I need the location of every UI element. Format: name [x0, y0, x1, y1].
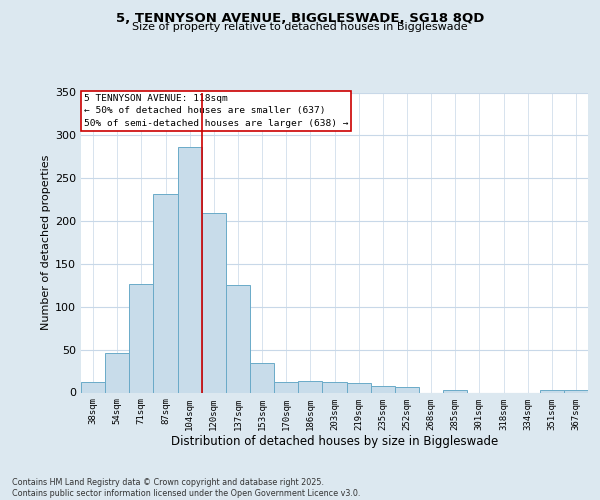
Bar	[322, 382, 347, 392]
Bar	[371, 386, 395, 392]
Bar	[81, 382, 105, 392]
Text: Contains HM Land Registry data © Crown copyright and database right 2025.
Contai: Contains HM Land Registry data © Crown c…	[12, 478, 361, 498]
Bar	[347, 383, 371, 392]
Bar	[540, 390, 564, 392]
Bar	[226, 286, 250, 393]
Y-axis label: Number of detached properties: Number of detached properties	[41, 155, 51, 330]
Bar	[105, 353, 129, 393]
Text: 5 TENNYSON AVENUE: 118sqm
← 50% of detached houses are smaller (637)
50% of semi: 5 TENNYSON AVENUE: 118sqm ← 50% of detac…	[83, 94, 348, 128]
Bar	[250, 364, 274, 392]
X-axis label: Distribution of detached houses by size in Biggleswade: Distribution of detached houses by size …	[171, 435, 498, 448]
Bar	[178, 148, 202, 392]
Bar	[202, 214, 226, 392]
Bar	[274, 382, 298, 392]
Text: Size of property relative to detached houses in Biggleswade: Size of property relative to detached ho…	[132, 22, 468, 32]
Bar	[298, 382, 322, 392]
Bar	[443, 390, 467, 392]
Bar	[129, 284, 154, 393]
Bar	[395, 386, 419, 392]
Bar	[154, 194, 178, 392]
Bar	[564, 390, 588, 392]
Text: 5, TENNYSON AVENUE, BIGGLESWADE, SG18 8QD: 5, TENNYSON AVENUE, BIGGLESWADE, SG18 8Q…	[116, 12, 484, 26]
